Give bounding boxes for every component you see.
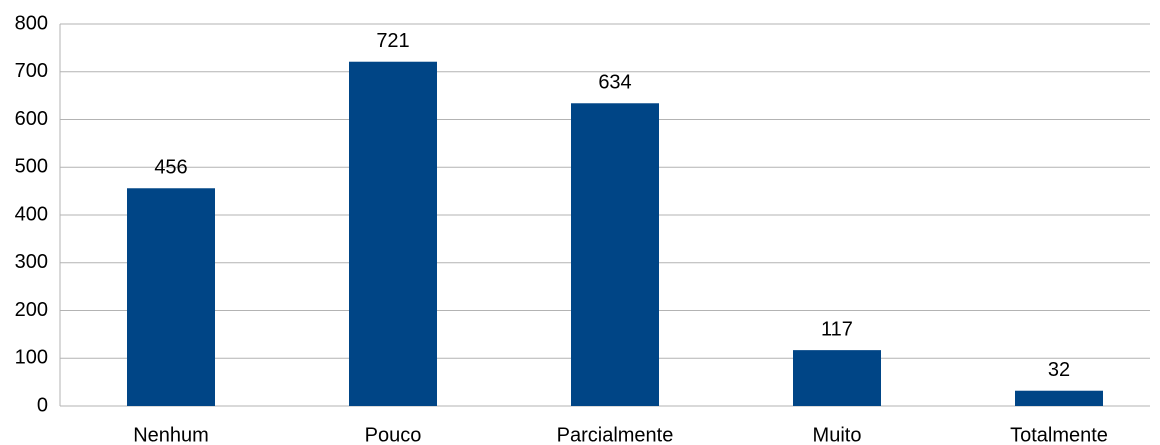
bar <box>793 350 881 406</box>
y-tick-label: 500 <box>15 156 48 178</box>
y-tick-label: 200 <box>15 299 48 321</box>
x-tick-label: Totalmente <box>1010 424 1108 445</box>
value-label: 721 <box>376 30 409 52</box>
x-tick-label: Parcialmente <box>557 424 674 445</box>
bar <box>1015 390 1103 406</box>
x-tick-label: Pouco <box>365 424 422 445</box>
y-tick-label: 400 <box>15 203 48 225</box>
value-label: 117 <box>821 318 853 340</box>
x-tick-label: Nenhum <box>133 424 209 445</box>
value-label: 456 <box>154 157 187 179</box>
bar <box>349 61 437 406</box>
y-tick-label: 100 <box>15 347 48 369</box>
value-label: 634 <box>598 72 631 94</box>
bar <box>127 188 215 406</box>
y-tick-label: 600 <box>15 108 48 130</box>
y-tick-label: 300 <box>15 251 48 273</box>
x-tick-label: Muito <box>813 424 862 445</box>
y-tick-label: 0 <box>37 394 48 416</box>
value-label: 32 <box>1048 359 1070 381</box>
y-tick-label: 700 <box>15 60 48 82</box>
bar <box>571 103 659 406</box>
y-tick-label: 800 <box>15 12 48 34</box>
